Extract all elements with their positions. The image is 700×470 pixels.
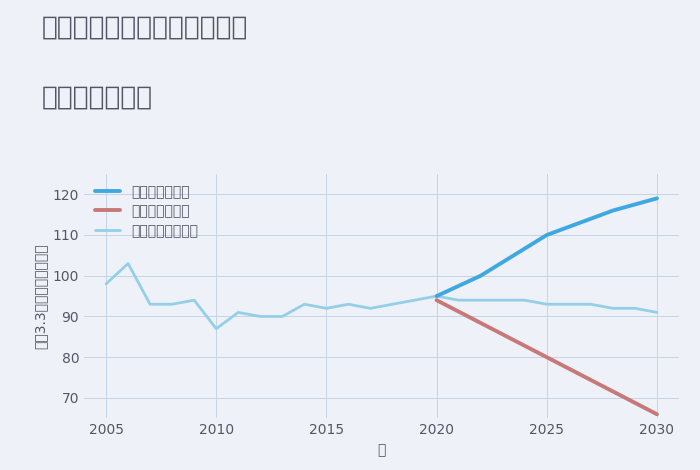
ノーマルシナリオ: [653, 310, 662, 315]
グッドシナリオ: [433, 293, 441, 299]
ノーマルシナリオ: [454, 298, 463, 303]
ノーマルシナリオ: [609, 306, 617, 311]
グッドシナリオ: [477, 273, 485, 279]
Legend: グッドシナリオ, バッドシナリオ, ノーマルシナリオ: グッドシナリオ, バッドシナリオ, ノーマルシナリオ: [91, 181, 202, 243]
ノーマルシナリオ: [168, 301, 176, 307]
X-axis label: 年: 年: [377, 443, 386, 457]
Text: 土地の価格推移: 土地の価格推移: [42, 85, 153, 110]
バッドシナリオ: [542, 354, 551, 360]
Line: グッドシナリオ: グッドシナリオ: [437, 198, 657, 296]
バッドシナリオ: [433, 298, 441, 303]
ノーマルシナリオ: [146, 301, 154, 307]
Line: ノーマルシナリオ: ノーマルシナリオ: [106, 264, 657, 329]
ノーマルシナリオ: [366, 306, 375, 311]
ノーマルシナリオ: [498, 298, 507, 303]
ノーマルシナリオ: [477, 298, 485, 303]
グッドシナリオ: [542, 232, 551, 238]
ノーマルシナリオ: [631, 306, 639, 311]
Line: バッドシナリオ: バッドシナリオ: [437, 300, 657, 414]
ノーマルシナリオ: [300, 301, 309, 307]
ノーマルシナリオ: [102, 281, 110, 287]
Y-axis label: 坪（3.3㎡）単価（万円）: 坪（3.3㎡）単価（万円）: [33, 243, 47, 349]
ノーマルシナリオ: [256, 313, 265, 319]
ノーマルシナリオ: [410, 298, 419, 303]
ノーマルシナリオ: [234, 310, 242, 315]
ノーマルシナリオ: [587, 301, 595, 307]
ノーマルシナリオ: [124, 261, 132, 266]
Text: 千葉県千葉市稲毛区穴川町の: 千葉県千葉市稲毛区穴川町の: [42, 14, 248, 40]
グッドシナリオ: [609, 208, 617, 213]
ノーマルシナリオ: [521, 298, 529, 303]
ノーマルシナリオ: [565, 301, 573, 307]
ノーマルシナリオ: [542, 301, 551, 307]
ノーマルシナリオ: [344, 301, 353, 307]
ノーマルシナリオ: [389, 301, 397, 307]
グッドシナリオ: [653, 196, 662, 201]
ノーマルシナリオ: [322, 306, 330, 311]
バッドシナリオ: [653, 411, 662, 417]
ノーマルシナリオ: [278, 313, 286, 319]
ノーマルシナリオ: [433, 293, 441, 299]
ノーマルシナリオ: [212, 326, 220, 331]
ノーマルシナリオ: [190, 298, 198, 303]
